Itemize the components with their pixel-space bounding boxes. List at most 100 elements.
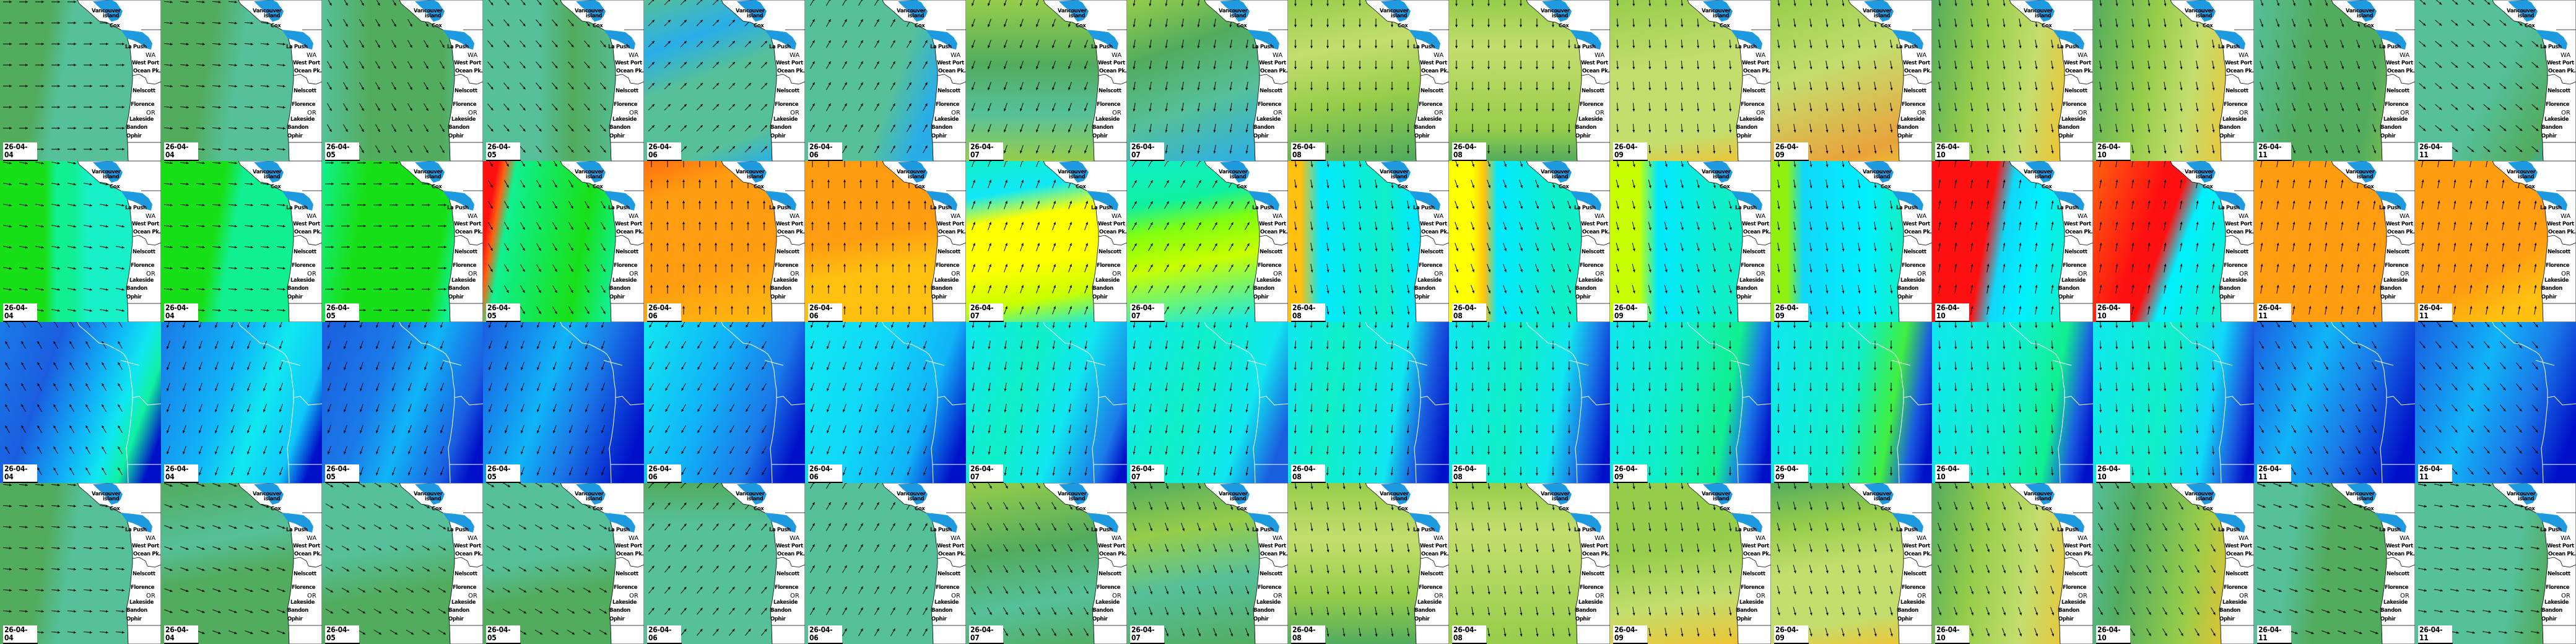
forecast-date: 26-04-06 bbox=[808, 303, 842, 321]
state-label: OR bbox=[2561, 271, 2570, 277]
forecast-map-tile-period-10[interactable]: Vancouver island Cox La Push West Port Ocean … bbox=[1449, 161, 1610, 322]
forecast-map-tile-period-11[interactable]: Vancouver island Cox La Push West Port Ocean … bbox=[1610, 161, 1771, 322]
forecast-map-tile-wind-9[interactable]: Vancouver island Cox La Push West Port Ocean … bbox=[1288, 0, 1449, 161]
place-label: island bbox=[908, 496, 925, 502]
forecast-map-tile-wind-4[interactable]: Vancouver island Cox La Push West Port Ocean … bbox=[483, 0, 644, 161]
wind-arrows-icon bbox=[328, 322, 444, 476]
place-label: Florence bbox=[2224, 263, 2248, 269]
forecast-map-tile-swell-11[interactable]: Vancouver island Cox La Push West Port Ocean … bbox=[1610, 483, 1771, 644]
forecast-map-tile-wave-height-9[interactable]: 26-04-08 10:00h bbox=[1288, 322, 1449, 483]
forecast-map-tile-swell-15[interactable]: Vancouver island Cox La Push West Port Ocean … bbox=[2254, 483, 2415, 644]
forecast-map-tile-wind-13[interactable]: Vancouver island Cox La Push West Port Ocean … bbox=[1932, 0, 2093, 161]
forecast-map-tile-period-5[interactable]: Vancouver island Cox La Push West Port Ocean … bbox=[644, 161, 805, 322]
forecast-map-tile-wind-12[interactable]: Vancouver island Cox La Push West Port Ocean … bbox=[1771, 0, 1932, 161]
place-label: Nelscott bbox=[1260, 88, 1282, 94]
forecast-map-tile-period-16[interactable]: Vancouver island Cox La Push West Port Ocean … bbox=[2415, 161, 2576, 322]
forecast-map-tile-wind-10[interactable]: Vancouver island Cox La Push West Port Ocean … bbox=[1449, 0, 1610, 161]
forecast-map-tile-period-3[interactable]: Vancouver island Cox La Push West Port Ocean … bbox=[322, 161, 483, 322]
forecast-map-tile-wind-16[interactable]: Vancouver island Cox La Push West Port Ocean … bbox=[2415, 0, 2576, 161]
forecast-map-tile-wave-height-5[interactable]: 26-04-06 10:00h bbox=[644, 322, 805, 483]
forecast-map-tile-wave-height-11[interactable]: 26-04-09 10:00h bbox=[1610, 322, 1771, 483]
forecast-map-tile-period-6[interactable]: Vancouver island Cox La Push West Port Ocean … bbox=[805, 161, 966, 322]
forecast-map-tile-period-2[interactable]: Vancouver island Cox La Push West Port Ocean … bbox=[161, 161, 322, 322]
coastline-map bbox=[1043, 161, 1127, 322]
forecast-map-tile-wave-height-16[interactable]: 26-04-11 16:00h bbox=[2415, 322, 2576, 483]
timestamp-badge: 26-04-10 10:00h bbox=[1935, 464, 1970, 483]
forecast-map-tile-swell-8[interactable]: Vancouver island Cox La Push West Port Ocean … bbox=[1127, 483, 1288, 644]
place-label: West Port bbox=[1581, 221, 1608, 227]
place-label: Bandon bbox=[2219, 124, 2240, 131]
forecast-map-tile-period-12[interactable]: Vancouver island Cox La Push West Port Ocean … bbox=[1771, 161, 1932, 322]
forecast-map-tile-wave-height-3[interactable]: 26-04-05 10:00h bbox=[322, 322, 483, 483]
place-label: Ophir bbox=[931, 616, 947, 622]
place-label: Ophir bbox=[1736, 616, 1752, 622]
forecast-map-tile-wave-height-2[interactable]: 26-04-04 16:00h bbox=[161, 322, 322, 483]
timestamp-badge: 26-04-11 16:00h bbox=[2418, 625, 2453, 644]
coastline-map bbox=[2009, 0, 2093, 161]
forecast-map-tile-period-15[interactable]: Vancouver island Cox La Push West Port Ocean … bbox=[2254, 161, 2415, 322]
state-label: WA bbox=[1273, 535, 1283, 542]
forecast-map-tile-wind-7[interactable]: Vancouver island Cox La Push West Port Ocean … bbox=[966, 0, 1127, 161]
forecast-map-tile-swell-2[interactable]: Vancouver island Cox La Push West Port Ocean … bbox=[161, 483, 322, 644]
map-color-layer bbox=[1771, 322, 1932, 483]
place-label: Vancouver bbox=[2346, 491, 2375, 497]
forecast-map-tile-wave-height-6[interactable]: 26-04-06 16:00h bbox=[805, 322, 966, 483]
forecast-map-tile-swell-10[interactable]: Vancouver island Cox La Push West Port Ocean … bbox=[1449, 483, 1610, 644]
place-label: West Port bbox=[1259, 60, 1286, 66]
forecast-map-tile-period-7[interactable]: Vancouver island Cox La Push West Port Ocean … bbox=[966, 161, 1127, 322]
forecast-map-tile-swell-1[interactable]: Vancouver island Cox La Push West Port Ocean … bbox=[0, 483, 161, 644]
forecast-time: 16:00h bbox=[164, 321, 199, 322]
forecast-map-tile-wind-6[interactable]: Vancouver island Cox La Push West Port Ocean … bbox=[805, 0, 966, 161]
place-label: island bbox=[1230, 174, 1247, 180]
wind-arrows-icon bbox=[972, 322, 1087, 476]
place-label: Florence bbox=[1902, 263, 1926, 269]
forecast-map-tile-wave-height-12[interactable]: 26-04-09 16:00h bbox=[1771, 322, 1932, 483]
place-label: La Push bbox=[2057, 527, 2079, 533]
forecast-map-tile-period-4[interactable]: Vancouver island Cox La Push West Port Ocean … bbox=[483, 161, 644, 322]
place-label: La Push bbox=[1574, 44, 1596, 50]
state-label: OR bbox=[1917, 593, 1926, 599]
forecast-map-tile-swell-13[interactable]: Vancouver island Cox La Push West Port Ocean … bbox=[1932, 483, 2093, 644]
forecast-map-tile-wind-5[interactable]: Vancouver island Cox La Push West Port Ocean … bbox=[644, 0, 805, 161]
forecast-map-tile-wave-height-1[interactable]: 26-04-04 10:00h bbox=[0, 322, 161, 483]
forecast-map-tile-period-14[interactable]: Vancouver island Cox La Push West Port Ocean … bbox=[2093, 161, 2254, 322]
forecast-map-tile-period-8[interactable]: Vancouver island Cox La Push West Port Ocean … bbox=[1127, 161, 1288, 322]
forecast-map-tile-period-13[interactable]: Vancouver island Cox La Push West Port Ocean … bbox=[1932, 161, 2093, 322]
forecast-map-tile-swell-6[interactable]: Vancouver island Cox La Push West Port Ocean … bbox=[805, 483, 966, 644]
coastline-map bbox=[399, 0, 483, 161]
forecast-map-tile-wave-height-7[interactable]: 26-04-07 10:00h bbox=[966, 322, 1127, 483]
forecast-map-tile-wave-height-15[interactable]: 26-04-11 10:00h bbox=[2254, 322, 2415, 483]
forecast-map-tile-wave-height-8[interactable]: 26-04-07 16:00h bbox=[1127, 322, 1288, 483]
forecast-map-tile-swell-14[interactable]: Vancouver island Cox La Push West Port Ocean … bbox=[2093, 483, 2254, 644]
forecast-map-tile-wave-height-4[interactable]: 26-04-05 16:00h bbox=[483, 322, 644, 483]
forecast-map-tile-swell-4[interactable]: Vancouver island Cox La Push West Port Ocean … bbox=[483, 483, 644, 644]
coastline-map bbox=[1365, 0, 1449, 161]
forecast-map-tile-swell-16[interactable]: Vancouver island Cox La Push West Port Ocean … bbox=[2415, 483, 2576, 644]
forecast-map-tile-wind-11[interactable]: Vancouver island Cox La Push West Port Ocean … bbox=[1610, 0, 1771, 161]
forecast-map-tile-swell-7[interactable]: Vancouver island Cox La Push West Port Ocean … bbox=[966, 483, 1127, 644]
forecast-map-tile-period-1[interactable]: Vancouver island Cox La Push West Port Ocean … bbox=[0, 161, 161, 322]
forecast-map-tile-wave-height-14[interactable]: 26-04-10 16:00h bbox=[2093, 322, 2254, 483]
forecast-time: 10:00h bbox=[1935, 160, 1970, 161]
forecast-map-tile-swell-5[interactable]: Vancouver island Cox La Push West Port Ocean … bbox=[644, 483, 805, 644]
forecast-date: 26-04-08 bbox=[1452, 464, 1486, 482]
place-label: island bbox=[2518, 496, 2535, 502]
forecast-map-tile-wind-14[interactable]: Vancouver island Cox La Push West Port Ocean … bbox=[2093, 0, 2254, 161]
place-label: Bandon bbox=[1575, 607, 1596, 614]
forecast-map-tile-swell-9[interactable]: Vancouver island Cox La Push West Port Ocean … bbox=[1288, 483, 1449, 644]
forecast-map-tile-wind-8[interactable]: Vancouver island Cox La Push West Port Ocean … bbox=[1127, 0, 1288, 161]
forecast-map-tile-wind-15[interactable]: Vancouver island Cox La Push West Port Ocean … bbox=[2254, 0, 2415, 161]
forecast-map-tile-wind-3[interactable]: Vancouver island Cox La Push West Port Ocean … bbox=[322, 0, 483, 161]
timestamp-badge: 26-04-09 16:00h bbox=[1774, 303, 1809, 322]
place-label: Lakeside bbox=[451, 277, 476, 284]
forecast-map-tile-period-9[interactable]: Vancouver island Cox La Push West Port Ocean … bbox=[1288, 161, 1449, 322]
place-label: island bbox=[264, 13, 281, 19]
forecast-map-tile-swell-12[interactable]: Vancouver island Cox La Push West Port Ocean … bbox=[1771, 483, 1932, 644]
forecast-map-tile-wind-1[interactable]: Vancouver island Cox La Push West Port Ocean … bbox=[0, 0, 161, 161]
forecast-map-tile-wind-2[interactable]: Vancouver island Cox La Push West Port Ocean … bbox=[161, 0, 322, 161]
forecast-map-tile-wave-height-10[interactable]: 26-04-08 16:00h bbox=[1449, 322, 1610, 483]
forecast-map-tile-swell-3[interactable]: Vancouver island Cox La Push West Port Ocean … bbox=[322, 483, 483, 644]
place-label: Ocean Pk. bbox=[2548, 551, 2576, 557]
forecast-map-tile-wave-height-13[interactable]: 26-04-10 10:00h bbox=[1932, 322, 2093, 483]
place-label: Cox bbox=[2525, 506, 2535, 512]
